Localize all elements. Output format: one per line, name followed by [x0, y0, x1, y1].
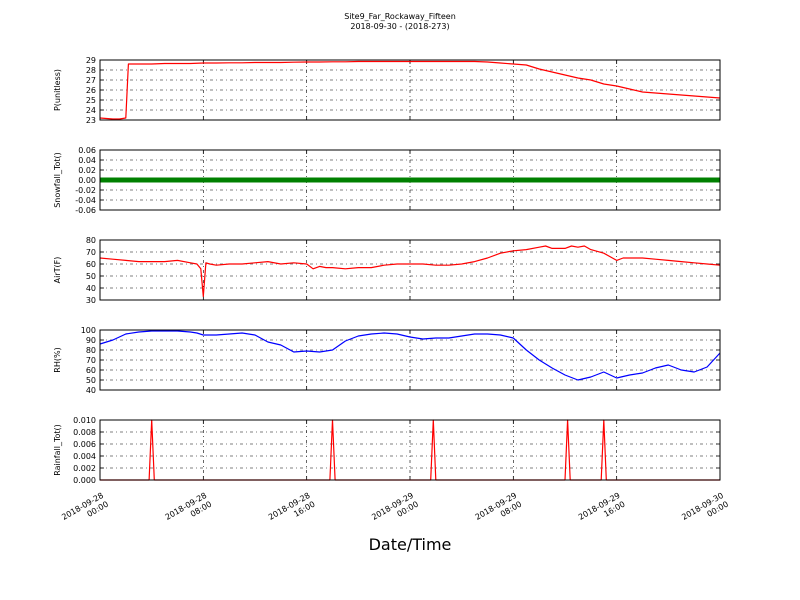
- x-axis-label: Date/Time: [369, 535, 452, 554]
- y-tick-label: 80: [86, 236, 96, 245]
- y-tick-label: 0.002: [73, 464, 96, 473]
- plot-frame: [99, 419, 721, 481]
- y-tick-label: 70: [86, 248, 96, 257]
- plot-frame: [99, 149, 721, 211]
- y-tick-label: 60: [86, 366, 96, 375]
- plot-frame: [99, 329, 721, 391]
- y-tick-label: -0.06: [75, 206, 96, 215]
- y-tick-label: 28: [86, 66, 96, 75]
- y-tick-label: 30: [86, 296, 96, 305]
- y-axis-label: AirT(F): [53, 257, 62, 284]
- panel-3: 30 40 50 60 70 80 AirT(F): [53, 236, 721, 305]
- plot-frame: [99, 239, 721, 301]
- y-tick-label: 50: [86, 272, 96, 281]
- y-tick-label: 0.04: [78, 156, 96, 165]
- y-tick-label: 25: [86, 96, 96, 105]
- series-line: [99, 245, 721, 297]
- y-tick-label: 0.06: [78, 146, 96, 155]
- y-axis-label: RH(%): [53, 347, 62, 372]
- y-tick-label: 80: [86, 346, 96, 355]
- panel-5: 0.000 0.002 0.004 0.006 0.008 0.010 Rainfall_T…: [53, 416, 721, 485]
- y-tick-label: -0.02: [75, 186, 96, 195]
- y-tick-label: 40: [86, 386, 96, 395]
- y-tick-label: 0.006: [73, 440, 96, 449]
- y-tick-label: 0.00: [78, 176, 96, 185]
- y-tick-label: 0.02: [78, 166, 96, 175]
- y-tick-label: 50: [86, 376, 96, 385]
- y-tick-label: 90: [86, 336, 96, 345]
- y-tick-label: 23: [86, 116, 96, 125]
- series-line: [99, 60, 721, 120]
- y-axis-label: Rainfall_Tot(): [53, 424, 62, 476]
- y-tick-label: 29: [86, 56, 96, 65]
- y-tick-label: 40: [86, 284, 96, 293]
- figure-title-line2: 2018-09-30 - (2018-273): [350, 22, 449, 31]
- y-tick-label: 0.000: [73, 476, 96, 485]
- y-tick-label: 26: [86, 86, 96, 95]
- y-tick-label: 0.008: [73, 428, 96, 437]
- y-tick-label: -0.04: [75, 196, 96, 205]
- y-tick-label: 0.010: [73, 416, 96, 425]
- y-tick-label: 24: [86, 106, 96, 115]
- panel-2: -0.06-0.04-0.020.000.020.040.06 Snowfall_…: [53, 146, 721, 215]
- y-axis-label: Snowfall_Tot(): [53, 152, 62, 208]
- series-line: [99, 330, 721, 381]
- y-tick-label: 100: [81, 326, 96, 335]
- plot-frame: [99, 59, 721, 121]
- y-tick-label: 0.004: [73, 452, 96, 461]
- y-tick-label: 27: [86, 76, 96, 85]
- figure-title-line1: Site9_Far_Rockaway_Fifteen: [344, 12, 456, 21]
- y-axis-label: P(unitless): [53, 69, 62, 111]
- y-tick-label: 60: [86, 260, 96, 269]
- y-tick-label: 70: [86, 356, 96, 365]
